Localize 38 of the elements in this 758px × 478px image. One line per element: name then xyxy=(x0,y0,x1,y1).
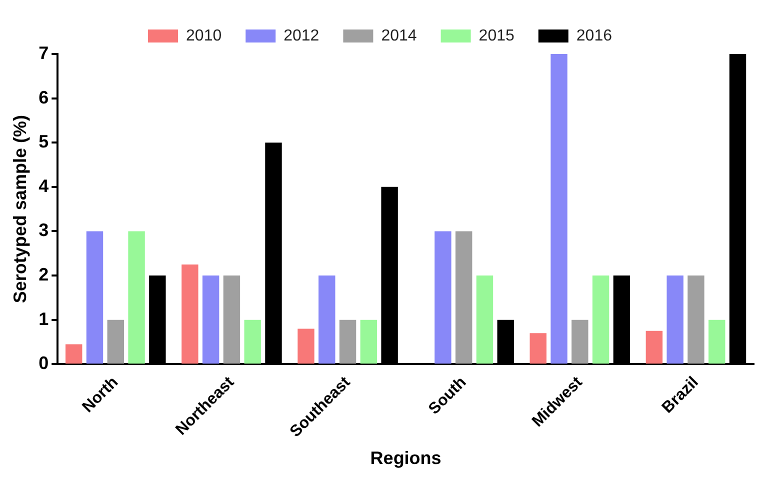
y-tick-label: 4 xyxy=(38,176,49,196)
bar xyxy=(202,276,220,364)
legend-label: 2014 xyxy=(381,27,417,44)
y-tick-label: 1 xyxy=(38,308,49,329)
bar xyxy=(107,320,124,364)
bar xyxy=(666,276,684,364)
legend-label: 2016 xyxy=(576,27,612,44)
bar xyxy=(530,333,546,364)
y-tick-label: 0 xyxy=(38,353,49,374)
y-tick-label: 7 xyxy=(38,42,49,63)
y-tick-label: 6 xyxy=(38,87,49,108)
bar xyxy=(550,54,568,364)
x-axis-title: Regions xyxy=(370,448,442,468)
bar xyxy=(646,330,663,364)
bar xyxy=(572,320,588,364)
y-axis-title: Serotyped sample (%) xyxy=(10,115,30,304)
bar xyxy=(339,320,356,364)
bar xyxy=(244,320,261,364)
bar xyxy=(318,276,336,364)
bar xyxy=(688,276,704,364)
bar xyxy=(592,276,610,364)
bar xyxy=(455,231,472,364)
legend-label: 2012 xyxy=(284,27,320,44)
bar xyxy=(128,231,145,364)
bar xyxy=(434,231,452,364)
legend-label: 2015 xyxy=(478,27,514,44)
bar xyxy=(182,264,198,364)
bar xyxy=(360,320,378,364)
y-tick-label: 2 xyxy=(38,264,49,284)
bar xyxy=(86,231,104,364)
bar xyxy=(223,276,240,364)
bar xyxy=(708,320,726,364)
bar xyxy=(476,276,494,364)
bar xyxy=(66,344,82,364)
bar xyxy=(298,328,314,364)
legend-label: 2010 xyxy=(186,27,222,44)
y-tick-label: 5 xyxy=(38,132,49,152)
y-tick-label: 3 xyxy=(38,220,49,240)
